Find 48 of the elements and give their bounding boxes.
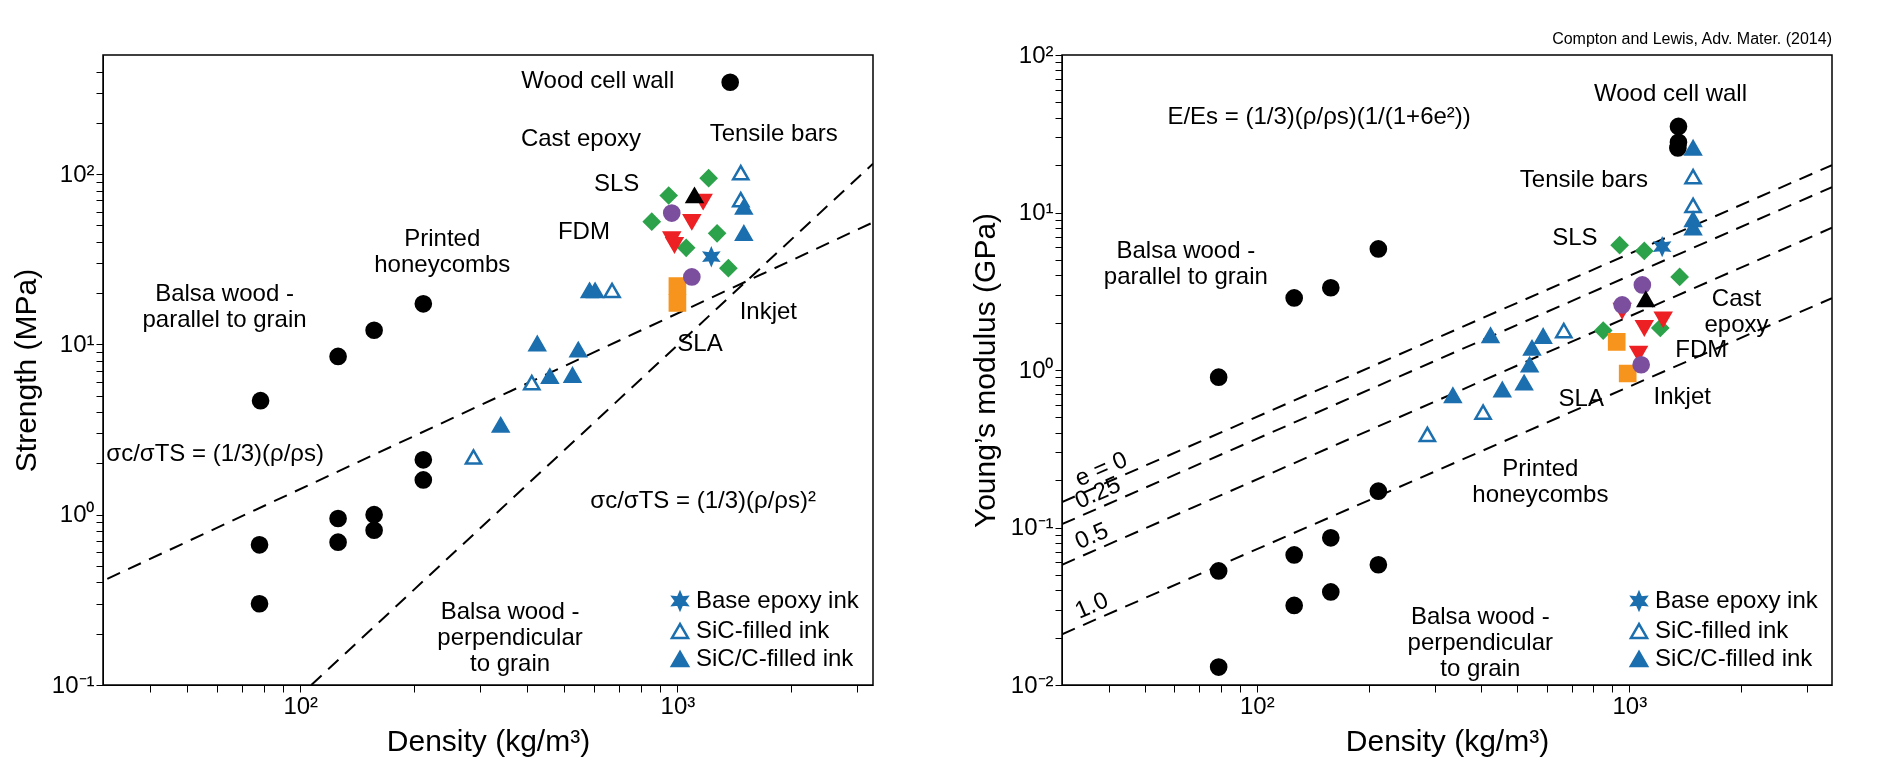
x-tick-label: 10² [1239, 691, 1275, 719]
annotation: Balsa wood - parallel to grain [1103, 235, 1268, 289]
annotation: Printed honeycombs [374, 223, 511, 277]
annotation: SLS [1552, 222, 1598, 250]
annotation: σc/σTS = (1/3)(ρ/ρs) [106, 439, 324, 467]
y-axis-title: Young’s modulus (GPa) [967, 212, 1001, 529]
x-axis-title: Density (kg/m³) [1345, 723, 1550, 757]
y-tick-label: 10¹ [59, 329, 95, 357]
annotation: Printed honeycombs [1472, 453, 1609, 507]
y-axis-title: Strength (MPa) [8, 268, 42, 473]
annotation: SLA [1558, 384, 1604, 412]
annotation: SLS [593, 168, 640, 196]
x-axis-title: Density (kg/m³) [386, 723, 591, 757]
x-tick-label: 10³ [660, 691, 696, 719]
annotation: Wood cell wall [521, 65, 675, 93]
annotation: Balsa wood - perpendicular to grain [437, 596, 583, 676]
annotation: Tensile bars [1519, 165, 1648, 193]
y-tick-label: 10⁻¹ [51, 670, 95, 698]
text: Compton and Lewis, Adv. Mater. (2014) [1552, 30, 1832, 47]
legend-label: SiC-filled ink [1655, 616, 1790, 643]
text: 0.5 [1070, 515, 1112, 555]
y-tick-label: 10⁻² [1010, 670, 1054, 698]
annotation: SLA [677, 328, 723, 356]
annotation: Balsa wood - perpendicular to grain [1407, 602, 1553, 682]
annotation: Inkjet [1653, 382, 1712, 410]
x-tick-label: 10² [283, 691, 319, 719]
y-tick-label: 10¹ [1018, 198, 1054, 225]
x-tick-label: 10³ [1612, 691, 1648, 719]
legend-label: SiC/C-filled ink [1655, 644, 1814, 671]
annotation: Cast epoxy [520, 123, 641, 151]
legend-label: SiC/C-filled ink [696, 644, 855, 671]
annotation: σc/σTS = (1/3)(ρ/ρs)² [590, 485, 816, 513]
y-tick-label: 10² [59, 159, 95, 187]
legend-label: Base epoxy ink [696, 586, 860, 613]
annotation: Wood cell wall [1594, 78, 1747, 106]
annotation: E/Es = (1/3)(ρ/ρs)(1/(1+6e²)) [1167, 101, 1471, 129]
annotation: Inkjet [739, 296, 798, 324]
y-tick-label: 10⁻¹ [1010, 513, 1054, 540]
y-tick-label: 10⁰ [59, 500, 95, 528]
annotation: Balsa wood - parallel to grain [142, 279, 307, 333]
legend-label: SiC-filled ink [696, 616, 831, 643]
y-tick-label: 10⁰ [1018, 355, 1054, 383]
legend-label: Base epoxy ink [1655, 586, 1819, 613]
annotation: FDM [557, 217, 610, 245]
annotation: Tensile bars [709, 119, 838, 147]
text: 1.0 [1070, 585, 1112, 624]
y-tick-label: 10² [1018, 40, 1054, 68]
annotation: Cast epoxy [1704, 284, 1769, 338]
